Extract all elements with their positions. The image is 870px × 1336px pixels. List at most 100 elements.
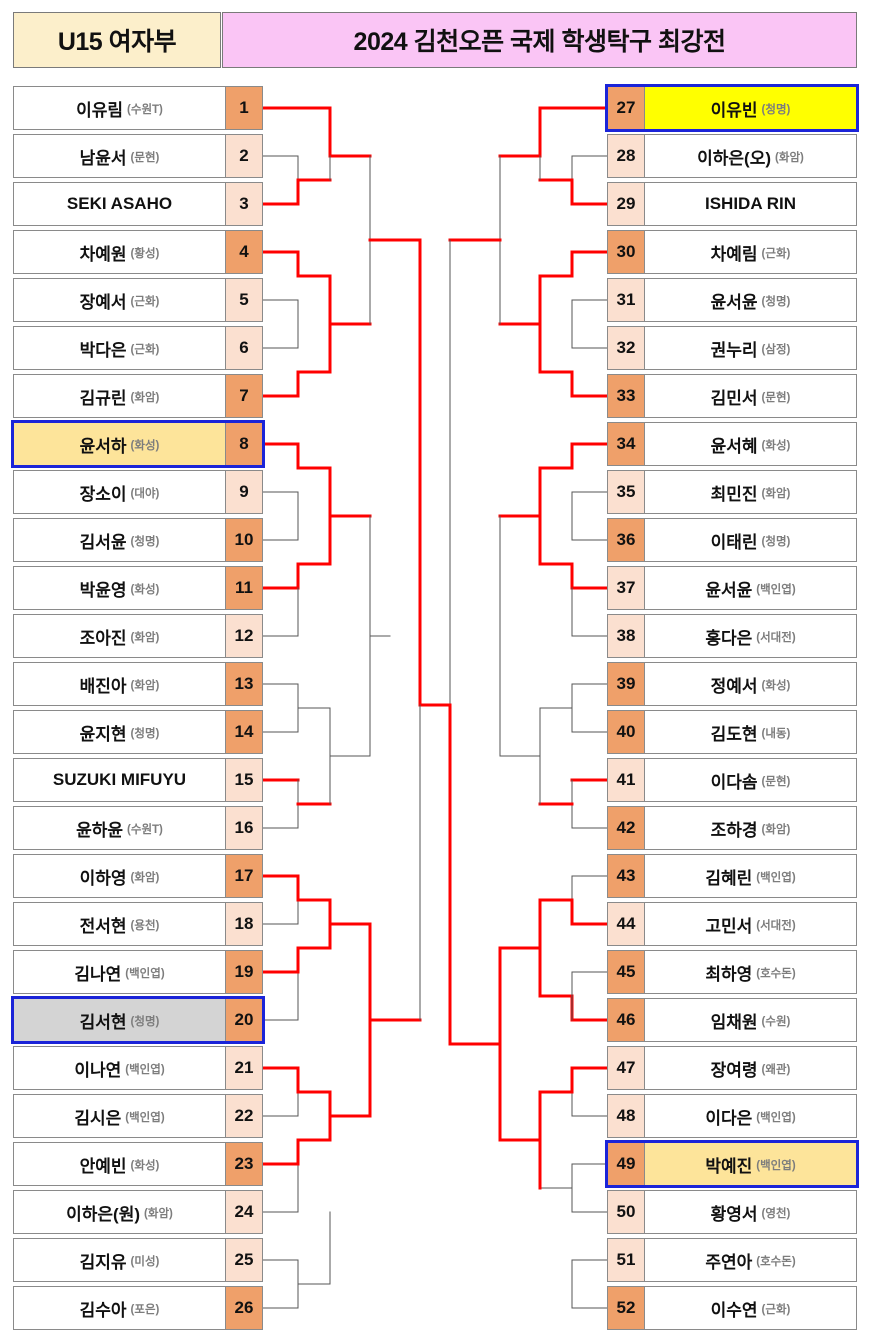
bracket-entry-50[interactable]: 50 황영서 (영천) bbox=[607, 1190, 857, 1234]
bracket-entry-15[interactable]: SUZUKI MIFUYU 15 bbox=[13, 758, 263, 802]
bracket-entry-7[interactable]: 김규린 (화암) 7 bbox=[13, 374, 263, 418]
bracket-entry-33[interactable]: 33 김민서 (문현) bbox=[607, 374, 857, 418]
player-name-cell[interactable]: 윤지현 (청명) bbox=[13, 710, 226, 754]
player-name-cell[interactable]: 주연아 (호수돈) bbox=[644, 1238, 857, 1282]
bracket-entry-28[interactable]: 28 이하은(오) (화암) bbox=[607, 134, 857, 178]
player-name-cell[interactable]: 장소이 (대야) bbox=[13, 470, 226, 514]
bracket-entry-24[interactable]: 이하은(원) (화암) 24 bbox=[13, 1190, 263, 1234]
bracket-entry-51[interactable]: 51 주연아 (호수돈) bbox=[607, 1238, 857, 1282]
player-name-cell[interactable]: 최민진 (화암) bbox=[644, 470, 857, 514]
player-name-cell[interactable]: ISHIDA RIN bbox=[644, 182, 857, 226]
player-name-cell[interactable]: 김시은 (백인엽) bbox=[13, 1094, 226, 1138]
player-name-cell[interactable]: 김서윤 (청명) bbox=[13, 518, 226, 562]
bracket-entry-46[interactable]: 46 임채원 (수원) bbox=[607, 998, 857, 1042]
player-name-cell[interactable]: 이수연 (근화) bbox=[644, 1286, 857, 1330]
player-name-cell[interactable]: SUZUKI MIFUYU bbox=[13, 758, 226, 802]
bracket-entry-48[interactable]: 48 이다은 (백인엽) bbox=[607, 1094, 857, 1138]
player-name-cell[interactable]: 김서현 (청명) bbox=[13, 998, 226, 1042]
player-name-cell[interactable]: 윤하윤 (수원T) bbox=[13, 806, 226, 850]
bracket-entry-17[interactable]: 이하영 (화암) 17 bbox=[13, 854, 263, 898]
bracket-entry-43[interactable]: 43 김혜린 (백인엽) bbox=[607, 854, 857, 898]
bracket-entry-8[interactable]: 윤서하 (화성) 8 bbox=[11, 420, 265, 468]
player-name-cell[interactable]: 박다은 (근화) bbox=[13, 326, 226, 370]
bracket-entry-37[interactable]: 37 윤서윤 (백인엽) bbox=[607, 566, 857, 610]
bracket-entry-39[interactable]: 39 정예서 (화성) bbox=[607, 662, 857, 706]
player-name-cell[interactable]: 김혜린 (백인엽) bbox=[644, 854, 857, 898]
player-name-cell[interactable]: 이유빈 (청명) bbox=[644, 86, 857, 130]
bracket-entry-27[interactable]: 27 이유빈 (청명) bbox=[605, 84, 859, 132]
bracket-entry-19[interactable]: 김나연 (백인엽) 19 bbox=[13, 950, 263, 994]
player-name-cell[interactable]: 김도현 (내동) bbox=[644, 710, 857, 754]
bracket-entry-23[interactable]: 안예빈 (화성) 23 bbox=[13, 1142, 263, 1186]
player-name-cell[interactable]: 고민서 (서대전) bbox=[644, 902, 857, 946]
bracket-entry-32[interactable]: 32 권누리 (삼정) bbox=[607, 326, 857, 370]
bracket-entry-6[interactable]: 박다은 (근화) 6 bbox=[13, 326, 263, 370]
player-name-cell[interactable]: 차예원 (황성) bbox=[13, 230, 226, 274]
bracket-entry-9[interactable]: 장소이 (대야) 9 bbox=[13, 470, 263, 514]
player-name-cell[interactable]: 배진아 (화암) bbox=[13, 662, 226, 706]
bracket-entry-1[interactable]: 이유림 (수원T) 1 bbox=[13, 86, 263, 130]
player-name-cell[interactable]: 최하영 (호수돈) bbox=[644, 950, 857, 994]
player-name-cell[interactable]: 장여령 (왜관) bbox=[644, 1046, 857, 1090]
bracket-entry-45[interactable]: 45 최하영 (호수돈) bbox=[607, 950, 857, 994]
bracket-entry-13[interactable]: 배진아 (화암) 13 bbox=[13, 662, 263, 706]
player-name-cell[interactable]: 이다솜 (문현) bbox=[644, 758, 857, 802]
player-name-cell[interactable]: 김지유 (미성) bbox=[13, 1238, 226, 1282]
player-name-cell[interactable]: 차예림 (근화) bbox=[644, 230, 857, 274]
player-name-cell[interactable]: 전서현 (용천) bbox=[13, 902, 226, 946]
bracket-entry-38[interactable]: 38 홍다은 (서대전) bbox=[607, 614, 857, 658]
bracket-entry-52[interactable]: 52 이수연 (근화) bbox=[607, 1286, 857, 1330]
bracket-entry-12[interactable]: 조아진 (화암) 12 bbox=[13, 614, 263, 658]
bracket-entry-14[interactable]: 윤지현 (청명) 14 bbox=[13, 710, 263, 754]
player-name-cell[interactable]: 이다은 (백인엽) bbox=[644, 1094, 857, 1138]
bracket-entry-18[interactable]: 전서현 (용천) 18 bbox=[13, 902, 263, 946]
bracket-entry-4[interactable]: 차예원 (황성) 4 bbox=[13, 230, 263, 274]
bracket-entry-3[interactable]: SEKI ASAHO 3 bbox=[13, 182, 263, 226]
bracket-entry-22[interactable]: 김시은 (백인엽) 22 bbox=[13, 1094, 263, 1138]
bracket-entry-31[interactable]: 31 윤서윤 (청명) bbox=[607, 278, 857, 322]
bracket-entry-16[interactable]: 윤하윤 (수원T) 16 bbox=[13, 806, 263, 850]
player-name-cell[interactable]: 김민서 (문현) bbox=[644, 374, 857, 418]
player-name-cell[interactable]: 윤서윤 (청명) bbox=[644, 278, 857, 322]
player-name-cell[interactable]: 정예서 (화성) bbox=[644, 662, 857, 706]
player-name-cell[interactable]: 박예진 (백인엽) bbox=[644, 1142, 857, 1186]
player-name-cell[interactable]: 권누리 (삼정) bbox=[644, 326, 857, 370]
player-name-cell[interactable]: 윤서하 (화성) bbox=[13, 422, 226, 466]
player-name-cell[interactable]: 이하은(원) (화암) bbox=[13, 1190, 226, 1234]
bracket-entry-40[interactable]: 40 김도현 (내동) bbox=[607, 710, 857, 754]
player-name-cell[interactable]: 윤서혜 (화성) bbox=[644, 422, 857, 466]
bracket-entry-35[interactable]: 35 최민진 (화암) bbox=[607, 470, 857, 514]
player-name-cell[interactable]: 이나연 (백인엽) bbox=[13, 1046, 226, 1090]
player-name-cell[interactable]: 이유림 (수원T) bbox=[13, 86, 226, 130]
bracket-entry-10[interactable]: 김서윤 (청명) 10 bbox=[13, 518, 263, 562]
bracket-entry-41[interactable]: 41 이다솜 (문현) bbox=[607, 758, 857, 802]
player-name-cell[interactable]: 조아진 (화암) bbox=[13, 614, 226, 658]
player-name-cell[interactable]: 조하경 (화암) bbox=[644, 806, 857, 850]
bracket-entry-11[interactable]: 박윤영 (화성) 11 bbox=[13, 566, 263, 610]
bracket-entry-36[interactable]: 36 이태린 (청명) bbox=[607, 518, 857, 562]
bracket-entry-5[interactable]: 장예서 (근화) 5 bbox=[13, 278, 263, 322]
player-name-cell[interactable]: 남윤서 (문현) bbox=[13, 134, 226, 178]
player-name-cell[interactable]: 장예서 (근화) bbox=[13, 278, 226, 322]
bracket-entry-2[interactable]: 남윤서 (문현) 2 bbox=[13, 134, 263, 178]
player-name-cell[interactable]: 안예빈 (화성) bbox=[13, 1142, 226, 1186]
player-name-cell[interactable]: 이하은(오) (화암) bbox=[644, 134, 857, 178]
bracket-entry-26[interactable]: 김수아 (포은) 26 bbox=[13, 1286, 263, 1330]
player-name-cell[interactable]: 박윤영 (화성) bbox=[13, 566, 226, 610]
player-name-cell[interactable]: 임채원 (수원) bbox=[644, 998, 857, 1042]
bracket-entry-21[interactable]: 이나연 (백인엽) 21 bbox=[13, 1046, 263, 1090]
bracket-entry-44[interactable]: 44 고민서 (서대전) bbox=[607, 902, 857, 946]
bracket-entry-42[interactable]: 42 조하경 (화암) bbox=[607, 806, 857, 850]
bracket-entry-34[interactable]: 34 윤서혜 (화성) bbox=[607, 422, 857, 466]
bracket-entry-29[interactable]: 29 ISHIDA RIN bbox=[607, 182, 857, 226]
player-name-cell[interactable]: 홍다은 (서대전) bbox=[644, 614, 857, 658]
player-name-cell[interactable]: 김규린 (화암) bbox=[13, 374, 226, 418]
player-name-cell[interactable]: 김수아 (포은) bbox=[13, 1286, 226, 1330]
bracket-entry-30[interactable]: 30 차예림 (근화) bbox=[607, 230, 857, 274]
player-name-cell[interactable]: SEKI ASAHO bbox=[13, 182, 226, 226]
player-name-cell[interactable]: 김나연 (백인엽) bbox=[13, 950, 226, 994]
player-name-cell[interactable]: 윤서윤 (백인엽) bbox=[644, 566, 857, 610]
player-name-cell[interactable]: 이태린 (청명) bbox=[644, 518, 857, 562]
player-name-cell[interactable]: 황영서 (영천) bbox=[644, 1190, 857, 1234]
bracket-entry-25[interactable]: 김지유 (미성) 25 bbox=[13, 1238, 263, 1282]
